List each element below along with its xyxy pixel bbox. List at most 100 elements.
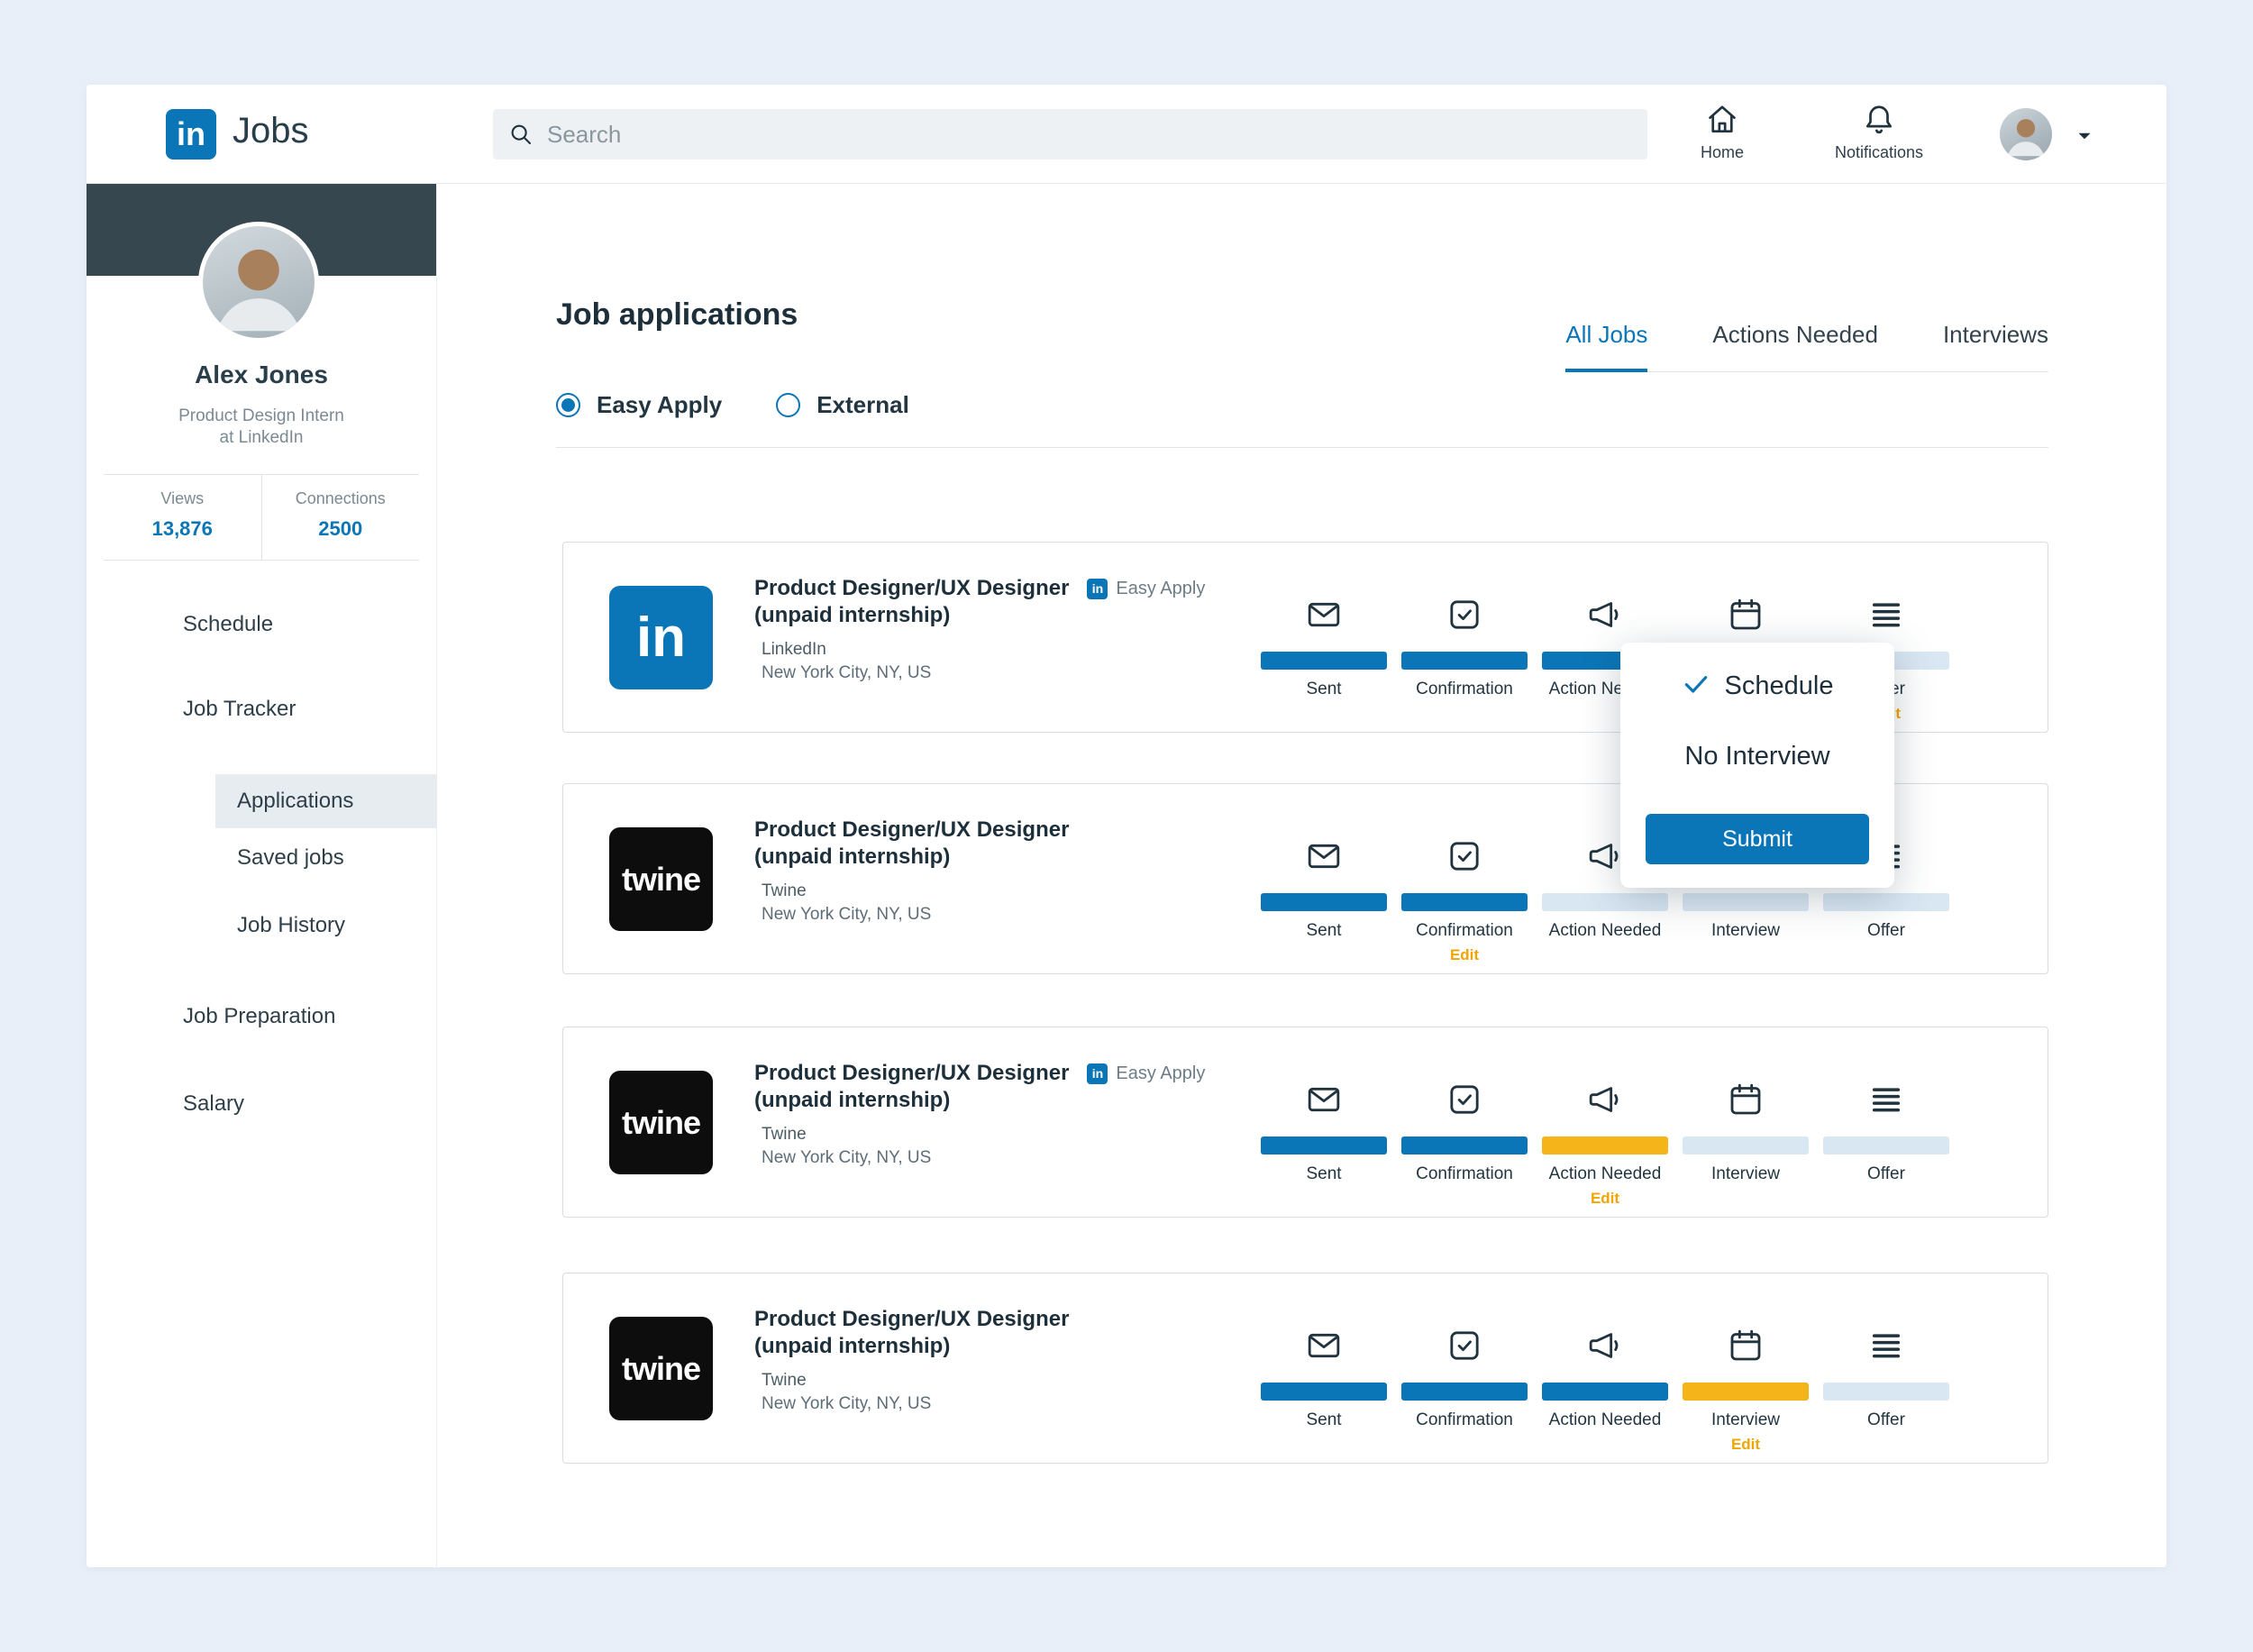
popup-option-no-interview[interactable]: No Interview xyxy=(1620,742,1894,771)
mail-icon xyxy=(1306,597,1342,633)
stage-label: Sent xyxy=(1306,680,1342,698)
stage-bar xyxy=(1683,1136,1809,1155)
filter-external[interactable]: External xyxy=(776,391,909,419)
radio-easy-apply[interactable] xyxy=(556,393,580,417)
stage-bar xyxy=(1542,893,1668,911)
sidebar-item-saved-jobs[interactable]: Saved jobs xyxy=(237,845,344,870)
stage-label: Confirmation xyxy=(1416,680,1513,698)
stage-offer: Offer xyxy=(1816,1027,1957,1217)
popup-option-schedule-label: Schedule xyxy=(1724,671,1834,700)
tab-bar: All Jobs Actions Needed Interviews xyxy=(1565,321,2048,372)
job-card[interactable]: twine Product Designer/UX Designer in Ea… xyxy=(562,1027,2048,1218)
stage-interview: Interview xyxy=(1675,1027,1816,1217)
main-content: Job applications All Jobs Actions Needed… xyxy=(437,184,2166,1567)
stage-bar xyxy=(1683,893,1809,911)
connections-value: 2500 xyxy=(318,517,363,540)
calendar-icon xyxy=(1728,597,1764,633)
app-title: Jobs xyxy=(233,111,309,151)
stage-label: Confirmation xyxy=(1416,1410,1513,1429)
company-name: Twine xyxy=(762,1125,807,1144)
search-input[interactable] xyxy=(547,120,1583,149)
linkedin-logo[interactable]: in xyxy=(166,109,216,160)
radio-external[interactable] xyxy=(776,393,801,417)
tab-interviews[interactable]: Interviews xyxy=(1942,321,2048,348)
sidebar-avatar[interactable] xyxy=(198,222,319,342)
search-icon xyxy=(511,124,532,145)
chevron-down-icon[interactable] xyxy=(2073,124,2096,148)
sidebar-item-job-preparation[interactable]: Job Preparation xyxy=(183,1004,336,1028)
company-logo-linkedin: in xyxy=(609,586,713,689)
tab-all-jobs[interactable]: All Jobs xyxy=(1565,321,1648,372)
connections-stat[interactable]: Connections 2500 xyxy=(262,475,420,560)
stage-offer: Offer xyxy=(1816,784,1957,973)
views-stat[interactable]: Views 13,876 xyxy=(104,475,262,560)
notifications-nav[interactable]: Notifications xyxy=(1798,103,1960,162)
stage-label: Offer xyxy=(1867,1164,1905,1183)
edit-link[interactable]: Edit xyxy=(1730,1436,1761,1453)
stage-bar xyxy=(1401,652,1528,670)
linkedin-logo-glyph: in xyxy=(177,115,205,152)
company-logo-text: twine xyxy=(621,1349,701,1387)
job-card[interactable]: in Product Designer/UX Designer in Easy … xyxy=(562,542,2048,733)
checkmark-icon xyxy=(1682,670,1710,703)
mail-icon xyxy=(1306,1082,1342,1118)
stage-interview: Interview Edit xyxy=(1675,1273,1816,1463)
document-lines-icon xyxy=(1868,1082,1904,1118)
stage-label: Interview xyxy=(1710,921,1781,940)
stage-action-needed: Action Needed xyxy=(1535,784,1675,973)
calendar-icon xyxy=(1728,1328,1764,1364)
interview-schedule-popup: Schedule No Interview Submit xyxy=(1620,643,1894,888)
job-title: Product Designer/UX Designer (unpaid int… xyxy=(754,817,1069,871)
easy-apply-badge: in Easy Apply xyxy=(1087,575,1205,602)
tab-actions-needed[interactable]: Actions Needed xyxy=(1712,321,1878,348)
stage-sent: Sent xyxy=(1254,784,1394,973)
stage-label: Confirmation xyxy=(1416,921,1513,940)
edit-link[interactable]: Edit xyxy=(1590,1190,1620,1207)
sidebar-item-job-tracker[interactable]: Job Tracker xyxy=(183,697,296,721)
submit-button[interactable]: Submit xyxy=(1646,814,1869,864)
job-title: Product Designer/UX Designer in Easy App… xyxy=(754,575,1205,629)
sidebar-item-schedule[interactable]: Schedule xyxy=(183,612,274,636)
avatar-image xyxy=(216,249,301,332)
job-location: New York City, NY, US xyxy=(762,1148,932,1167)
sidebar-item-applications[interactable]: Applications xyxy=(215,774,437,828)
stage-bar xyxy=(1683,1383,1809,1401)
popup-option-schedule[interactable]: Schedule xyxy=(1620,670,1894,703)
application-progress: Sent Confirmation Action Needed Intervie… xyxy=(1254,1273,1957,1463)
mail-icon xyxy=(1306,1328,1342,1364)
stage-confirmation: Confirmation xyxy=(1394,1273,1535,1463)
filter-easy-apply-label: Easy Apply xyxy=(597,391,723,418)
stage-bar xyxy=(1401,1383,1528,1401)
stage-bar xyxy=(1542,1383,1668,1401)
job-title: Product Designer/UX Designer (unpaid int… xyxy=(754,1306,1069,1360)
stage-label: Action Needed xyxy=(1548,1164,1662,1183)
stage-label: Confirmation xyxy=(1416,1164,1513,1183)
divider xyxy=(556,447,2048,448)
stage-offer: Offer xyxy=(1816,1273,1957,1463)
company-logo-twine: twine xyxy=(609,1071,713,1174)
stage-bar xyxy=(1823,1383,1949,1401)
home-nav[interactable]: Home xyxy=(1668,103,1776,162)
avatar-image xyxy=(2007,119,2045,157)
stage-label: Sent xyxy=(1306,921,1342,940)
job-card[interactable]: twine Product Designer/UX Designer (unpa… xyxy=(562,1273,2048,1464)
job-title-line1: Product Designer/UX Designer xyxy=(754,817,1070,842)
sidebar-item-applications-label: Applications xyxy=(237,789,354,813)
profile-avatar[interactable] xyxy=(2000,108,2052,160)
edit-link[interactable]: Edit xyxy=(1449,946,1480,963)
stage-sent: Sent xyxy=(1254,543,1394,732)
sidebar-item-job-history[interactable]: Job History xyxy=(237,913,346,937)
stage-bar xyxy=(1261,1383,1387,1401)
calendar-icon xyxy=(1728,1082,1764,1118)
stage-label: Interview xyxy=(1710,1410,1781,1429)
filter-easy-apply[interactable]: Easy Apply xyxy=(556,391,722,419)
views-value: 13,876 xyxy=(151,517,213,540)
views-label: Views xyxy=(160,489,205,507)
stage-sent: Sent xyxy=(1254,1027,1394,1217)
job-title-line2: (unpaid internship) xyxy=(754,844,951,869)
easy-apply-badge-label: Easy Apply xyxy=(1116,1063,1206,1083)
sidebar-item-salary[interactable]: Salary xyxy=(183,1091,245,1116)
company-logo-text: twine xyxy=(621,1103,701,1141)
search-bar[interactable] xyxy=(493,109,1647,160)
check-square-icon xyxy=(1446,1082,1482,1118)
